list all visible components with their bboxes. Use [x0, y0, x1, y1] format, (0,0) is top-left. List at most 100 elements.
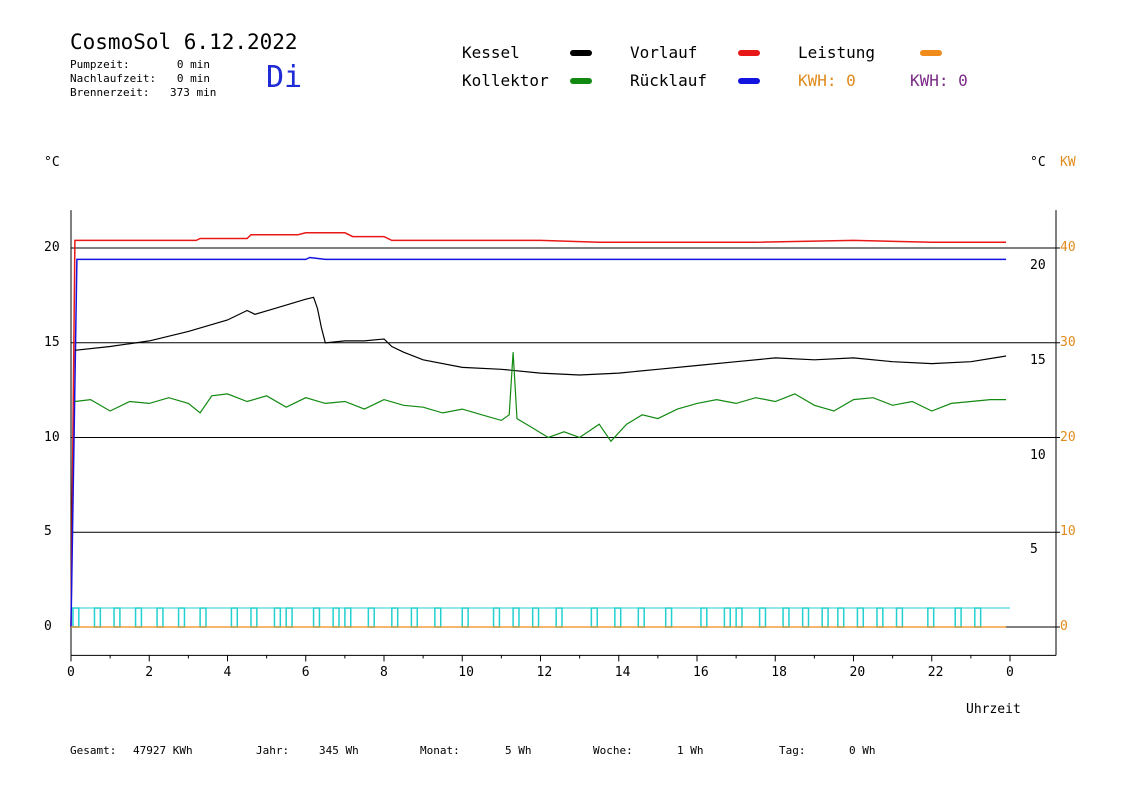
x-tick-label-1: 2 — [145, 665, 154, 681]
x-tick-label-12: 0 — [1006, 665, 1014, 681]
x-tick-label-8: 16 — [693, 665, 709, 681]
legend-ruecklauf-label: Rücklauf — [630, 71, 708, 90]
y-right-temp-tick-5: 5 — [1030, 542, 1038, 558]
y-left-tick-5: 5 — [44, 524, 52, 540]
pump-pulse-7 — [230, 607, 239, 628]
footer-tag-label: Tag: — [779, 744, 806, 757]
y-right-temp-tick-15: 15 — [1030, 352, 1046, 368]
pump-pulses — [71, 607, 1010, 628]
legend-leistung-swatch — [920, 50, 942, 56]
pump-pulse-39 — [954, 607, 962, 628]
pump-pulse-32 — [801, 607, 810, 628]
pump-pulse-24 — [614, 607, 622, 628]
x-tick-label-2: 4 — [223, 665, 232, 681]
footer-gesamt-value: 47927 KWh — [133, 744, 193, 757]
footer-gesamt-label: Gesamt: — [70, 744, 117, 757]
pump-pulse-28 — [723, 607, 732, 628]
pump-pulse-31 — [782, 607, 790, 628]
pump-pulse-8 — [250, 607, 258, 628]
y-right-power-tick-30: 30 — [1060, 334, 1076, 350]
pump-pulse-10 — [285, 607, 293, 628]
pump-pulse-1 — [93, 607, 102, 628]
legend-kwh-1: KWH: 0 — [798, 71, 856, 90]
y-left-tick-15: 15 — [44, 334, 60, 350]
y-left-tick-0: 0 — [44, 619, 52, 634]
grid-lines — [71, 247, 1056, 628]
y-right-temp-tick-10: 10 — [1030, 447, 1046, 463]
pump-pulse-27 — [700, 607, 708, 628]
pump-pulse-3 — [134, 607, 143, 628]
x-tick-label-5: 10 — [458, 665, 474, 681]
pump-pulse-29 — [735, 607, 743, 628]
pump-pulse-40 — [974, 607, 982, 628]
legend-kollektor-swatch — [570, 78, 592, 84]
pump-pulse-20 — [512, 607, 520, 628]
series-vorlauf — [70, 232, 1007, 628]
x-tick-label-3: 6 — [301, 665, 310, 681]
footer-jahr-value: 345 Wh — [319, 744, 359, 757]
y-right-power-tick-40: 40 — [1060, 240, 1076, 255]
pump-pulse-14 — [367, 607, 375, 628]
series-kollektor — [74, 352, 1007, 443]
pump-pulse-37 — [895, 607, 904, 628]
footer-woche-label: Woche: — [593, 744, 633, 757]
y-right-power-tick-20: 20 — [1060, 429, 1076, 445]
x-axis-label: Uhrzeit — [966, 702, 1021, 717]
pump-pulse-18 — [461, 607, 469, 628]
pump-pulse-33 — [821, 607, 829, 628]
series-ruecklauf — [70, 256, 1007, 628]
x-tick-label-10: 20 — [849, 665, 866, 681]
y-right-unit-temp: °C — [1030, 155, 1046, 170]
legend-kwh-2: KWH: 0 — [910, 71, 968, 90]
footer-monat-label: Monat: — [420, 744, 460, 757]
footer-jahr-label: Jahr: — [256, 744, 290, 757]
pump-pulse-0 — [72, 607, 80, 628]
legend-leistung-label: Leistung — [798, 43, 876, 62]
weekday-label: Di — [266, 60, 303, 95]
pump-pulse-22 — [555, 607, 563, 628]
legend-kessel-swatch — [570, 50, 592, 56]
legend-kollektor-label: Kollektor — [462, 71, 549, 90]
x-tick-label-9: 18 — [771, 665, 787, 681]
data-lines — [70, 232, 1007, 628]
y-left-tick-10: 10 — [44, 429, 60, 445]
pump-pulse-30 — [758, 607, 767, 628]
series-kessel — [74, 296, 1007, 376]
x-tick-label-4: 8 — [380, 665, 388, 681]
chart-axes — [70, 210, 1060, 662]
pump-pulse-11 — [312, 607, 321, 628]
pump-pulse-9 — [273, 607, 282, 628]
y-right-power-tick-0: 0 — [1060, 619, 1068, 634]
pump-pulse-38 — [927, 607, 935, 628]
footer-tag-value: 0 Wh — [849, 744, 876, 757]
legend-vorlauf-label: Vorlauf — [630, 43, 698, 62]
pump-pulse-15 — [391, 607, 399, 628]
pump-pulse-36 — [876, 607, 884, 628]
pump-pulse-23 — [590, 607, 598, 628]
pump-pulse-26 — [664, 607, 673, 628]
x-tick-label-0: 0 — [67, 665, 75, 681]
stat-nachlaufzeit: Nachlaufzeit: 0 min — [70, 72, 210, 85]
footer-monat-value: 5 Wh — [505, 744, 532, 757]
pump-pulse-25 — [637, 607, 645, 628]
pump-pulse-5 — [177, 607, 186, 628]
x-tick-label-6: 12 — [536, 665, 553, 681]
pump-pulse-19 — [492, 607, 501, 628]
x-tick-label-7: 14 — [614, 665, 631, 681]
legend-kessel-label: Kessel — [462, 43, 520, 62]
pump-pulse-16 — [410, 607, 419, 628]
y-right-unit-power: KW — [1060, 155, 1076, 170]
pump-pulse-6 — [199, 607, 207, 628]
y-left-unit: °C — [44, 155, 60, 170]
y-left-tick-20: 20 — [44, 240, 60, 255]
footer-woche-value: 1 Wh — [677, 744, 704, 757]
pump-pulse-4 — [156, 607, 164, 628]
pump-pulse-17 — [434, 607, 442, 628]
pump-pulse-35 — [856, 607, 865, 628]
x-tick-label-11: 22 — [927, 665, 944, 681]
y-right-power-tick-10: 10 — [1060, 524, 1076, 540]
stat-pumpzeit: Pumpzeit: 0 min — [70, 58, 210, 71]
legend-ruecklauf-swatch — [738, 78, 760, 84]
pump-pulse-21 — [531, 607, 540, 628]
